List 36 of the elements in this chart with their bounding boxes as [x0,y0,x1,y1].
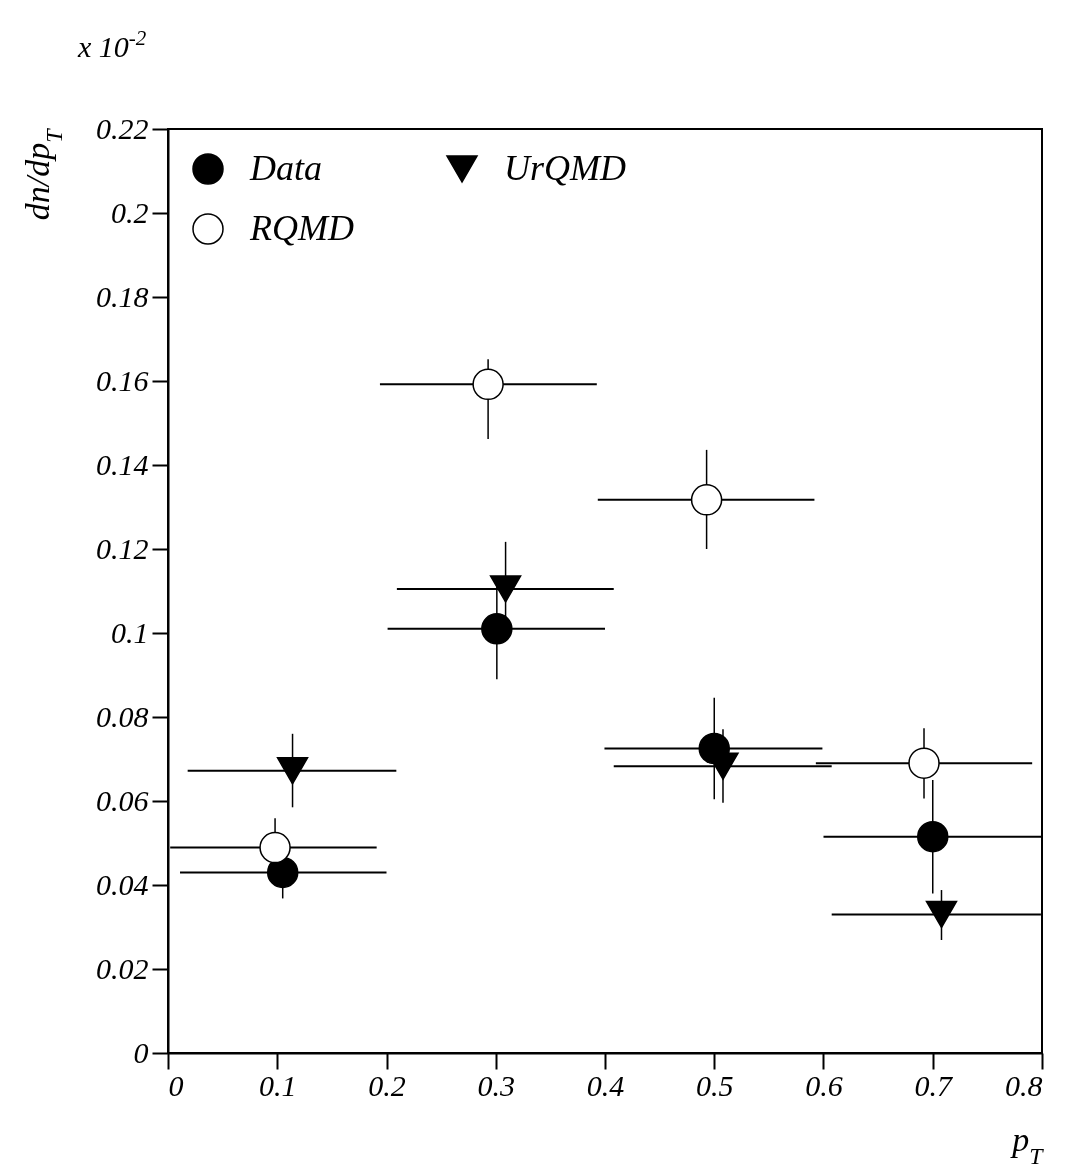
point [481,613,513,645]
x-axis-title: p$_{T}$ [1010,1120,1045,1169]
x-tick-label: 0.6 [805,1068,843,1102]
text: x 10$^{-2}$ [77,26,147,63]
x-tick-label: 0.4 [586,1068,625,1102]
point [917,820,949,853]
y-tick-label: 0.16 [96,363,149,397]
point [259,831,291,864]
y-tick-label: 0.1 [111,615,149,649]
point [925,900,958,929]
legend-label: UrQMD [504,148,626,188]
x-tick-label: 0 [168,1068,184,1102]
legend-label: Data [249,148,322,188]
y-tick-label: 0.14 [96,447,149,481]
point [690,484,723,516]
y-tick-label: 0.02 [96,951,149,985]
point [489,575,522,603]
point [276,757,309,785]
legend-label: RQMD [249,208,354,248]
point [908,747,940,779]
x-tick-label: 0.1 [259,1068,297,1102]
y-tick-label: 0.22 [96,111,149,145]
y-tick-label: 0.04 [96,867,149,901]
y-tick-label: 0.12 [96,531,149,565]
x-tick-label: 0.3 [477,1068,515,1102]
point [266,856,299,889]
y-tick-label: 0.18 [96,279,149,313]
x-tick-label: 0.8 [1005,1068,1043,1102]
point [472,368,504,401]
y-tick-label: 0.06 [96,783,149,817]
y-tick-label: 0.08 [96,699,149,733]
x-tick-label: 0.5 [696,1068,734,1102]
y-tick-label: 0.2 [111,195,149,229]
y-tick-label: 0 [133,1035,149,1069]
x-tick-label: 0.2 [368,1068,406,1102]
x-tick-label: 0.7 [914,1068,954,1102]
